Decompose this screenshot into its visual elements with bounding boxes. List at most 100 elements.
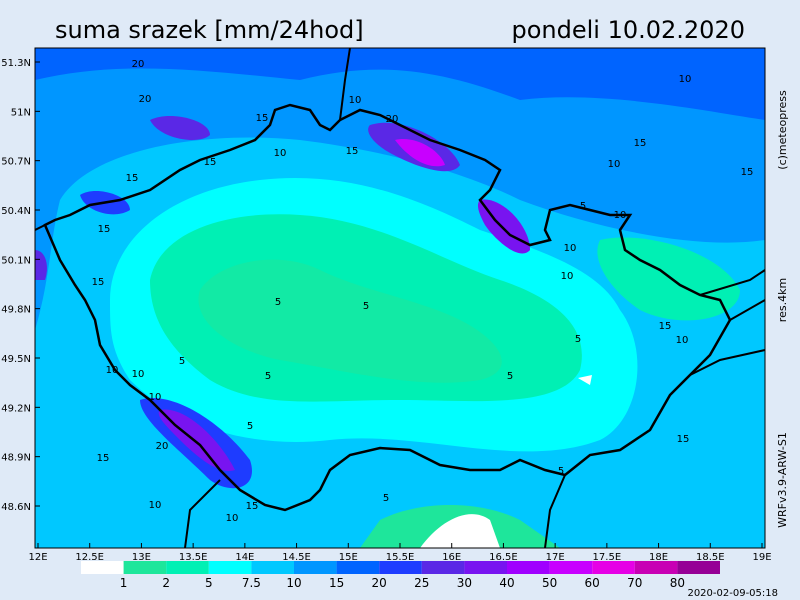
legend-label: 70: [627, 576, 642, 590]
timestamp: 2020-02-09-05:18: [687, 588, 778, 599]
x-tick-label: 16.5E: [489, 552, 518, 563]
y-tick-label: 51.3N: [1, 58, 31, 69]
field: [35, 48, 765, 548]
contour-label: 15: [126, 173, 139, 184]
contour-label: 15: [256, 113, 269, 124]
contour-label: 10: [226, 513, 239, 524]
field-band: [420, 514, 500, 548]
x-tick-label: 15E: [339, 552, 358, 563]
x-tick-label: 17E: [546, 552, 565, 563]
contour-label: 10: [679, 74, 692, 85]
legend-label: 60: [585, 576, 600, 590]
contour-label: 15: [634, 138, 647, 149]
contour-label: 5: [383, 493, 389, 504]
x-tick-label: 14E: [235, 552, 254, 563]
border: [43, 103, 732, 512]
contour-label: 15: [92, 277, 105, 288]
y-tick-label: 50.1N: [1, 255, 31, 266]
contour-label: 10: [149, 392, 162, 403]
contour-label: 5: [575, 334, 581, 345]
model: WRFv3.9-ARW-S1: [776, 432, 789, 528]
contour-label: 10: [274, 148, 287, 159]
contour-label: 15: [98, 224, 111, 235]
x-tick-label: 12E: [28, 552, 47, 563]
legend-swatch: [507, 561, 550, 574]
legend-swatch: [294, 561, 337, 574]
y-tick-label: 49.8N: [1, 305, 31, 316]
field-band: [158, 409, 235, 471]
legend-label: 20: [372, 576, 387, 590]
x-tick-label: 17.5E: [593, 552, 622, 563]
legend-swatch: [166, 561, 209, 574]
x-tick-label: 13.5E: [179, 552, 208, 563]
contour-label: 10: [564, 243, 577, 254]
legend-swatch: [677, 561, 720, 574]
field-band: [35, 250, 47, 280]
contour-label: 5: [558, 466, 564, 477]
contour-label: 10: [676, 335, 689, 346]
legend-swatch: [81, 561, 124, 574]
x-tick-label: 14.5E: [282, 552, 311, 563]
legend-swatch: [123, 561, 167, 574]
y-tick-label: 49.2N: [1, 403, 31, 414]
legend-label: 15: [329, 576, 344, 590]
contour-label: 20: [139, 94, 152, 105]
copyright: (c)meteopress: [776, 90, 789, 170]
contour-label: 10: [561, 271, 574, 282]
legend-label: 25: [414, 576, 429, 590]
field-band: [35, 48, 765, 120]
field-band: [150, 115, 210, 140]
y-tick-label: 50.4N: [1, 206, 31, 217]
contour-label: 10: [149, 500, 162, 511]
contour-label: 5: [275, 297, 281, 308]
contour-label: 10: [608, 159, 621, 170]
contour-label: 15: [246, 501, 259, 512]
contour-label: 20: [386, 114, 399, 125]
legend-swatch: [464, 561, 507, 574]
y-tick-label: 50.7N: [1, 157, 31, 168]
contour-label: 15: [741, 167, 754, 178]
contour-label: 5: [265, 371, 271, 382]
x-tick-label: 12.5E: [75, 552, 104, 563]
contour-label: 5: [580, 201, 586, 212]
legend-label: 5: [205, 576, 213, 590]
legend-swatch: [634, 561, 678, 574]
legend-swatch: [421, 561, 465, 574]
legend-label: 50: [542, 576, 557, 590]
x-tick-label: 19E: [752, 552, 771, 563]
x-tick-label: 18.5E: [696, 552, 725, 563]
legend-swatch: [251, 561, 294, 574]
legend-swatch: [549, 561, 593, 574]
legend-swatch: [208, 561, 252, 574]
legend-label: 10: [286, 576, 301, 590]
contour-label: 10: [614, 210, 627, 221]
y-tick-label: 48.6N: [1, 502, 31, 513]
border: [35, 48, 765, 548]
contour-label: 15: [659, 321, 672, 332]
title: suma srazek [mm/24hod]: [55, 16, 364, 44]
contour-label: 5: [247, 421, 253, 432]
legend-label: 40: [499, 576, 514, 590]
contour-label: 5: [363, 301, 369, 312]
y-tick-label: 49.5N: [1, 354, 31, 365]
contour-label: 10: [349, 95, 362, 106]
contour-label: 15: [346, 146, 359, 157]
contour-label: 5: [179, 356, 185, 367]
resolution: res.4km: [776, 278, 789, 322]
y-tick-label: 51N: [11, 107, 31, 118]
legend-label: 2: [162, 576, 170, 590]
legend-swatch: [379, 561, 422, 574]
legend-label: 30: [457, 576, 472, 590]
field-band: [395, 139, 445, 167]
y-tick-label: 48.9N: [1, 453, 31, 464]
x-tick-label: 13E: [132, 552, 151, 563]
contour-label: 15: [204, 157, 217, 168]
field-band: [597, 237, 740, 321]
contour-label: 5: [507, 371, 513, 382]
legend-label: 1: [120, 576, 128, 590]
date: pondeli 10.02.2020: [511, 16, 745, 44]
contour-label: 10: [106, 365, 119, 376]
x-tick-label: 15.5E: [386, 552, 415, 563]
field-band: [578, 375, 592, 385]
